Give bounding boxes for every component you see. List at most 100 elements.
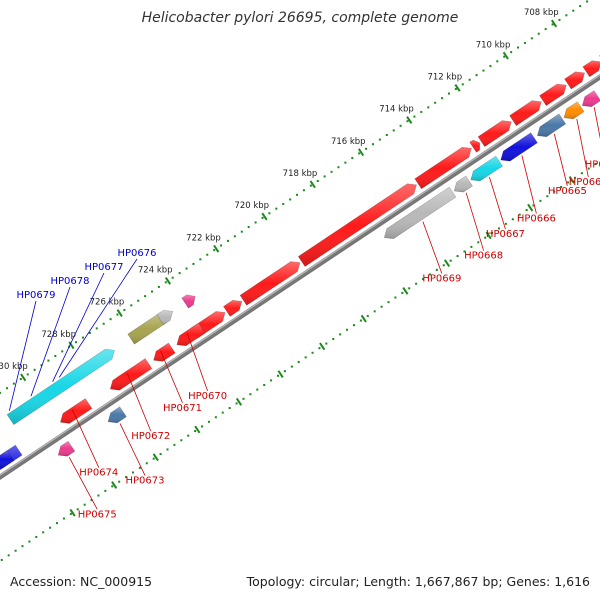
inner-ring-dot [567,181,570,184]
outer-ring-tick [20,373,27,382]
gene-label[interactable]: HP0665 [548,186,587,197]
label-leader [160,350,183,403]
inner-ring-dot [28,540,31,543]
inner-ring-dot [422,278,425,281]
inner-ring-dot [359,319,362,322]
outer-ring-dot [75,341,78,344]
inner-ring-dot [62,517,65,520]
inner-ring-tick [319,342,326,351]
gene-label[interactable]: HP0671 [163,403,202,414]
inner-ring-dot [249,393,252,396]
gene-label[interactable]: HP0670 [188,391,227,402]
gene-label[interactable]: HP0669 [422,274,461,285]
outer-ring-tick [164,276,172,285]
inner-ring-tick [69,508,76,517]
outer-ring-dot [468,78,471,81]
gene-label[interactable]: HP0674 [79,468,118,479]
inner-ring-dot [187,434,190,437]
gene-label-upper[interactable]: HP0677 [85,262,124,273]
inner-ring-dot [56,522,59,525]
gene-bottom-shade [108,406,127,423]
scale-label: 718 kbp [283,169,318,179]
label-leader [576,118,589,177]
inner-ring-dot [332,337,335,340]
inner-ring-dot [14,549,17,552]
gene-label-leaders [8,107,600,510]
label-leader [489,177,506,230]
inner-ring-dot [373,310,376,313]
outer-ring-dot [558,18,561,21]
gene-label[interactable]: HP0664 [569,177,600,188]
gene-label-upper[interactable]: HP0678 [51,276,90,287]
gene-label-upper[interactable]: HP0676 [118,248,157,259]
outer-ring-dot [296,193,299,196]
inner-ring-tick [485,231,492,240]
outer-ring-dot [261,216,264,219]
outer-ring-dot [26,373,29,376]
outer-ring-dot [503,55,506,58]
outer-ring-tick [406,116,413,124]
outer-ring-tick [454,83,461,92]
inner-ring-dot [401,291,404,294]
inner-ring-dot [256,388,259,391]
outer-ring-dot [406,120,409,123]
outer-ring-dot [523,41,526,44]
inner-ring-dot [214,416,217,419]
inner-ring-dot [435,268,438,271]
gene-label[interactable]: HP0675 [78,509,117,520]
outer-ring-dot [344,161,347,164]
outer-ring-dot [365,147,368,150]
inner-ring-dot [325,342,328,345]
outer-ring-dot [510,51,513,54]
outer-ring-dot [399,124,402,127]
inner-ring-tick [111,481,118,489]
inner-ring-dot [145,462,148,465]
outer-ring-dot [240,230,243,233]
outer-ring-dot [151,290,154,293]
gene-label[interactable]: HP0663 [585,159,600,170]
outer-ring-dot [413,115,416,118]
inner-ring-dot [415,282,418,285]
outer-ring-dot [54,354,57,357]
outer-ring-dot [109,318,112,321]
outer-ring-dot [378,138,381,141]
inner-ring-tick [402,286,409,295]
outer-ring-dot [385,133,388,136]
backbone-highlight [0,74,600,476]
inner-ring-dot [346,328,349,331]
reverse-strand-genes [0,90,600,471]
inner-ring-dot [221,411,224,414]
gene-label[interactable]: HP0672 [131,431,170,442]
gene-label[interactable]: HP0673 [125,475,164,486]
gene-label[interactable]: HP0667 [486,229,525,240]
inner-ring-dot [235,402,238,405]
label-leader-upper [8,300,37,411]
inner-ring-dot [497,227,500,230]
outer-ring-dot [496,60,499,63]
outer-ring-dot [233,235,236,238]
outer-ring-tick [213,244,220,253]
gene-top-shade [240,261,300,306]
outer-ring-dot [420,110,423,113]
inner-tick-ring [0,163,597,561]
inner-ring-dot [76,508,79,511]
outer-ring-dot [323,175,326,178]
inner-ring-dot [228,407,231,410]
outer-ring-dot [309,184,312,187]
scale-label: 714 kbp [379,105,414,115]
gene-top-shade [539,84,567,106]
outer-ring-dot [275,207,278,210]
gene-label[interactable]: HP0668 [464,251,503,262]
inner-ring-dot [580,172,583,175]
inner-ring-dot [428,273,431,276]
gene-label[interactable]: HP0666 [517,214,556,225]
inner-ring-dot [125,476,128,479]
inner-ring-dot [553,190,556,193]
gene-top-shade [7,349,115,425]
label-leader-upper [58,258,138,378]
inner-ring-dot [194,430,197,433]
outer-ring-dot [461,83,464,86]
gene-label-upper[interactable]: HP0679 [17,290,56,301]
inner-ring-dot [387,301,390,304]
